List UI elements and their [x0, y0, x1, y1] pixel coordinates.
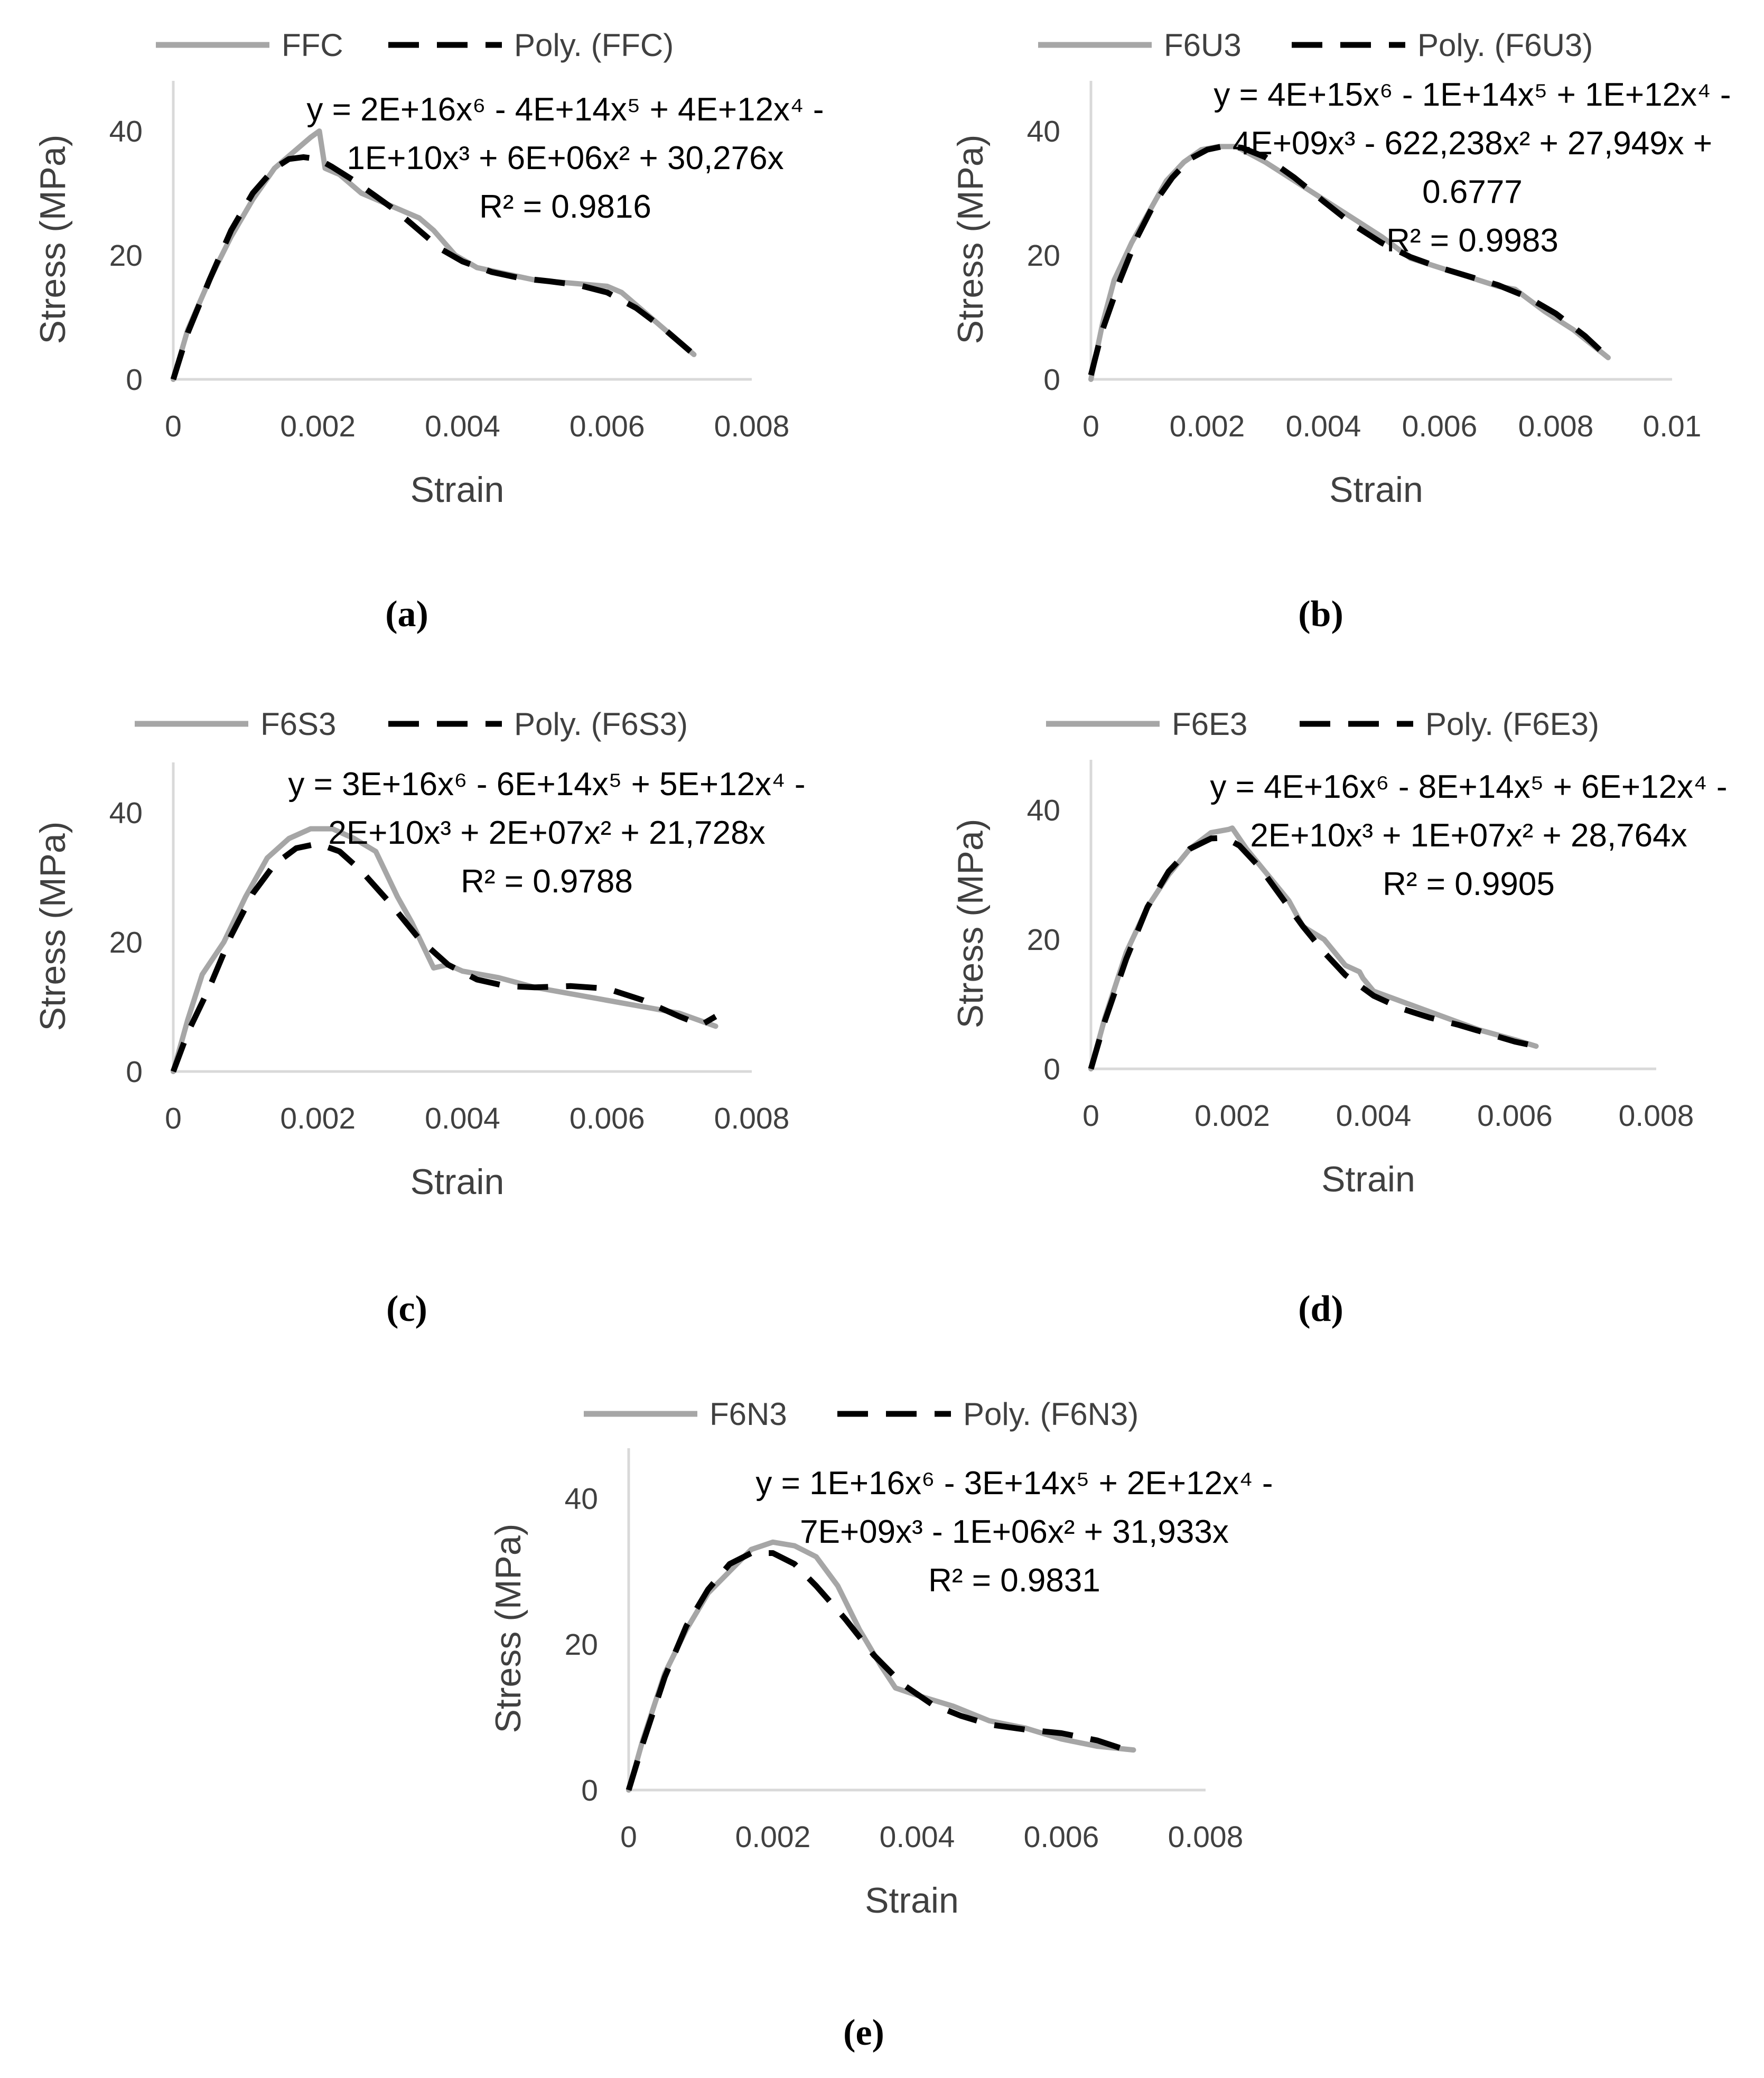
chart-panel-c: 0 0.002 0.004 0.006 0.008 0 20 40 Strain Stress (…: [33, 706, 806, 1329]
x-axis-title: Strain: [1329, 470, 1423, 510]
legend-label-measured: F6U3: [1164, 27, 1242, 63]
y-axis-title: Stress (MPa): [33, 822, 73, 1031]
panel-label: (d): [1298, 1289, 1343, 1329]
x-tick-label: 0: [165, 1102, 182, 1135]
x-tick-label: 0.006: [1477, 1099, 1553, 1133]
y-tick-label: 40: [1027, 115, 1060, 148]
chart-panel-e: 0 0.002 0.004 0.006 0.008 0 20 40 Strain Stress (…: [488, 1396, 1273, 2053]
poly-trend-line: [1088, 143, 1610, 376]
x-tick-label: 0.006: [570, 1102, 645, 1135]
x-tick-label: 0.002: [1194, 1099, 1270, 1133]
y-tick-label: 20: [1027, 923, 1060, 957]
legend-label-measured: F6S3: [260, 706, 336, 742]
y-tick-label: 0: [581, 1774, 598, 1807]
y-tick-label: 0: [1043, 1052, 1060, 1086]
y-tick-label: 20: [109, 926, 143, 959]
x-tick-label: 0.002: [735, 1820, 811, 1854]
x-tick-label: 0.002: [280, 1102, 356, 1135]
x-tick-label: 0.002: [280, 409, 356, 443]
x-tick-label: 0.008: [1518, 409, 1594, 443]
poly-trend-line: [626, 1550, 1127, 1791]
x-tick-label: 0.004: [425, 1102, 500, 1135]
measured-series-line: [171, 826, 718, 1074]
y-tick-label: 20: [109, 239, 143, 273]
measured-series-line: [1088, 825, 1539, 1071]
x-tick-label: 0.008: [714, 1102, 790, 1135]
chart-panel-a: 0 0.002 0.004 0.006 0.008 0 20 40 Strain Stress (…: [33, 27, 824, 635]
x-tick-label: 0.006: [1024, 1820, 1099, 1854]
trendline-equation-line: 2E+10x³ + 1E+07x² + 28,764x: [1250, 817, 1687, 854]
y-axis-title: Stress (MPa): [488, 1524, 528, 1734]
x-tick-label: 0: [1082, 409, 1099, 443]
trendline-equation-line: R² = 0.9788: [461, 863, 633, 900]
legend-label-poly: Poly. (F6U3): [1417, 27, 1593, 63]
x-tick-label: 0.004: [425, 409, 500, 443]
y-tick-label: 40: [109, 796, 143, 830]
x-axis-title: Strain: [1321, 1159, 1415, 1199]
y-axis-title: Stress (MPa): [950, 135, 991, 344]
trendline-equation-line: R² = 0.9816: [479, 189, 651, 225]
trendline-equation-line: 2E+10x³ + 2E+07x² + 21,728x: [328, 815, 765, 851]
x-tick-label: 0.008: [1619, 1099, 1694, 1133]
x-tick-label: 0.006: [570, 409, 645, 443]
y-tick-label: 0: [126, 1055, 143, 1089]
legend-label-measured: F6N3: [710, 1396, 787, 1432]
x-tick-label: 0.002: [1170, 409, 1245, 443]
trendline-equation-line: y = 2E+16x⁶ - 4E+14x⁵ + 4E+12x⁴ -: [306, 91, 824, 128]
y-axis-title: Stress (MPa): [33, 135, 73, 344]
legend-label-measured: FFC: [282, 27, 343, 63]
chart-panel-b: 0 0.002 0.004 0.006 0.008 0.01 0 20 40 Strain Stre…: [950, 27, 1731, 635]
x-axis-title: Strain: [410, 470, 505, 510]
x-tick-label: 0.008: [714, 409, 790, 443]
x-tick-label: 0.006: [1402, 409, 1478, 443]
poly-trend-line: [1088, 835, 1537, 1070]
y-tick-label: 20: [565, 1628, 598, 1662]
y-tick-label: 40: [109, 115, 143, 148]
y-tick-label: 40: [1027, 794, 1060, 827]
trendline-equation-line: y = 3E+16x⁶ - 6E+14x⁵ + 5E+12x⁴ -: [288, 766, 805, 803]
trendline-equation-line: R² = 0.9905: [1383, 866, 1555, 902]
trendline-equation-line: y = 1E+16x⁶ - 3E+14x⁵ + 2E+12x⁴ -: [755, 1465, 1273, 1502]
legend-label-measured: F6E3: [1172, 706, 1247, 742]
y-tick-label: 0: [126, 363, 143, 397]
chart-panel-d: 0 0.002 0.004 0.006 0.008 0 20 40 Strain Stress (…: [950, 706, 1728, 1329]
x-tick-label: 0.008: [1168, 1820, 1244, 1854]
x-axis-title: Strain: [410, 1162, 505, 1202]
panel-label: (c): [386, 1289, 427, 1329]
x-axis-title: Strain: [865, 1880, 959, 1921]
legend-label-poly: Poly. (F6E3): [1425, 706, 1599, 742]
trendline-equation-line: 0.6777: [1422, 174, 1523, 210]
panel-label: (b): [1298, 594, 1343, 635]
legend-label-poly: Poly. (FFC): [514, 27, 674, 63]
trendline-equation-line: R² = 0.9831: [928, 1562, 1100, 1599]
trendline-equation-line: y = 4E+15x⁶ - 1E+14x⁵ + 1E+12x⁴ -: [1214, 77, 1731, 113]
poly-trend-line: [170, 154, 696, 380]
x-tick-label: 0.01: [1643, 409, 1702, 443]
trendline-equation-line: 7E+09x³ - 1E+06x² + 31,933x: [800, 1514, 1229, 1550]
trendline-equation-line: 4E+09x³ - 622,238x² + 27,949x +: [1233, 125, 1712, 162]
trendline-equation-line: 1E+10x³ + 6E+06x² + 30,276x: [347, 140, 783, 176]
x-tick-label: 0.004: [1286, 409, 1361, 443]
trendline-equation-line: R² = 0.9983: [1386, 222, 1558, 259]
poly-trend-line: [170, 841, 717, 1073]
x-tick-label: 0.004: [1336, 1099, 1412, 1133]
panel-label: (a): [385, 594, 428, 635]
y-tick-label: 0: [1043, 363, 1060, 397]
x-tick-label: 0.004: [880, 1820, 955, 1854]
y-tick-label: 40: [565, 1482, 598, 1516]
legend-label-poly: Poly. (F6N3): [963, 1396, 1138, 1432]
y-tick-label: 20: [1027, 239, 1060, 273]
x-tick-label: 0: [165, 409, 182, 443]
x-tick-label: 0: [620, 1820, 637, 1854]
legend-label-poly: Poly. (F6S3): [514, 706, 688, 742]
x-tick-label: 0: [1082, 1099, 1099, 1133]
trendline-equation-line: y = 4E+16x⁶ - 8E+14x⁵ + 6E+12x⁴ -: [1210, 769, 1727, 805]
y-axis-title: Stress (MPa): [950, 819, 991, 1029]
panel-label: (e): [843, 2012, 884, 2053]
